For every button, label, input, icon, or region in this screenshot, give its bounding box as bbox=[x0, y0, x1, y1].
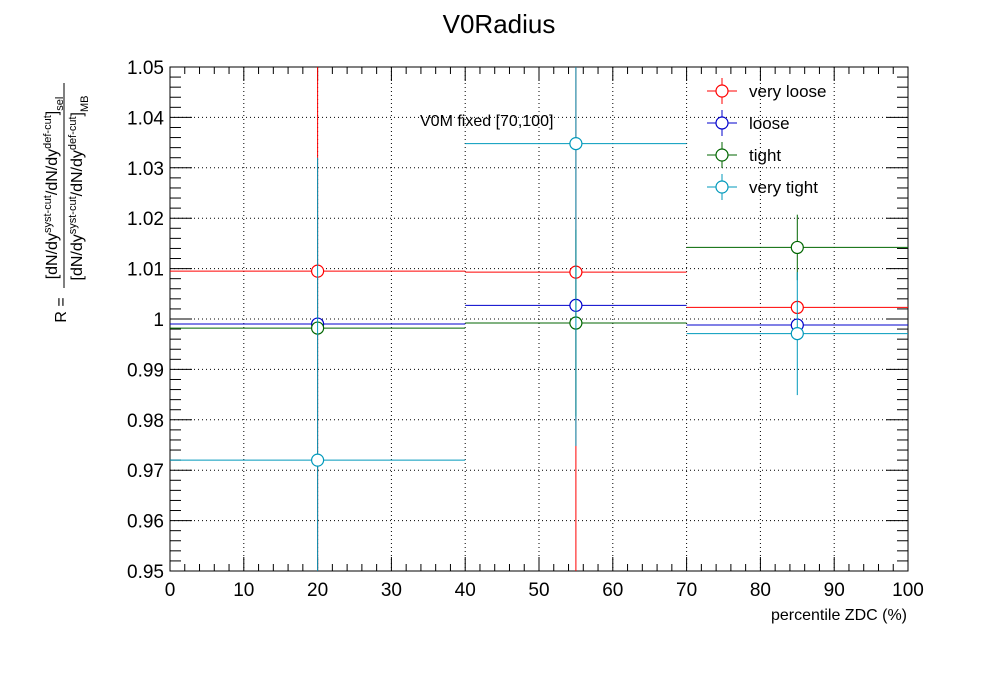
x-tick-label: 10 bbox=[233, 580, 254, 601]
x-tick-label: 30 bbox=[381, 580, 402, 601]
data-point bbox=[569, 137, 583, 151]
x-tick-label: 80 bbox=[750, 580, 771, 601]
series-very-tight bbox=[170, 67, 908, 571]
data-point bbox=[790, 240, 804, 255]
data-points bbox=[170, 67, 908, 571]
y-tick-label: 0.98 bbox=[127, 411, 164, 432]
legend-label: tight bbox=[749, 146, 781, 165]
legend-entry: tight bbox=[707, 142, 781, 168]
y-tick-label: 0.96 bbox=[127, 512, 164, 533]
legend-marker bbox=[715, 180, 729, 194]
annotation: V0M fixed [70,100] bbox=[420, 113, 553, 130]
y-tick-label: 1.03 bbox=[127, 159, 164, 180]
x-tick-label: 70 bbox=[676, 580, 697, 601]
legend-entry: loose bbox=[707, 110, 790, 136]
x-axis-label: percentile ZDC (%) bbox=[771, 607, 907, 624]
legend-label: very loose bbox=[749, 82, 826, 101]
y-tick-label: 1.04 bbox=[127, 108, 164, 129]
y-label-prefix: R = bbox=[53, 297, 70, 322]
x-tick-label: 50 bbox=[528, 580, 549, 601]
y-tick-label: 0.97 bbox=[127, 461, 164, 482]
axis-ticks: 0 10 20 30 40 50 60 70 80 90 100 0.95 0.96 0.97 0.98 0.… bbox=[127, 58, 924, 601]
x-tick-label: 20 bbox=[307, 580, 328, 601]
y-tick-label: 0.95 bbox=[127, 562, 164, 583]
legend: very loose loose tight very tight bbox=[707, 78, 826, 200]
y-label-group: R = [dN/dysyst-cut/dN/dydef-cut]sel[dN/d… bbox=[42, 83, 91, 323]
y-tick-label: 0.99 bbox=[127, 360, 164, 381]
x-tick-label: 40 bbox=[455, 580, 476, 601]
grid bbox=[170, 67, 908, 571]
data-point bbox=[790, 327, 804, 341]
y-axis-label: R = [dN/dysyst-cut/dN/dydef-cut]sel[dN/d… bbox=[42, 83, 91, 323]
data-point bbox=[311, 453, 325, 467]
legend-marker bbox=[715, 148, 729, 162]
y-tick-label: 1.05 bbox=[127, 58, 164, 79]
legend-marker bbox=[715, 84, 729, 98]
legend-marker bbox=[715, 116, 729, 130]
x-tick-label: 90 bbox=[824, 580, 845, 601]
y-label-numerator: [dN/dysyst-cut/dN/dydef-cut]sel bbox=[42, 97, 66, 280]
chart-title: V0Radius bbox=[443, 9, 556, 39]
legend-label: loose bbox=[749, 114, 790, 133]
legend-label: very tight bbox=[749, 178, 818, 197]
y-tick-label: 1.01 bbox=[127, 260, 164, 281]
x-tick-label: 100 bbox=[892, 580, 924, 601]
y-tick-label: 1 bbox=[153, 310, 164, 331]
x-tick-label: 60 bbox=[602, 580, 623, 601]
legend-entry: very loose bbox=[707, 78, 826, 104]
x-tick-label: 0 bbox=[165, 580, 176, 601]
y-tick-label: 1.02 bbox=[127, 209, 164, 230]
legend-entry: very tight bbox=[707, 174, 818, 200]
y-label-denominator: [dN/dysyst-cut/dN/dydef-cut]MB bbox=[67, 96, 91, 281]
